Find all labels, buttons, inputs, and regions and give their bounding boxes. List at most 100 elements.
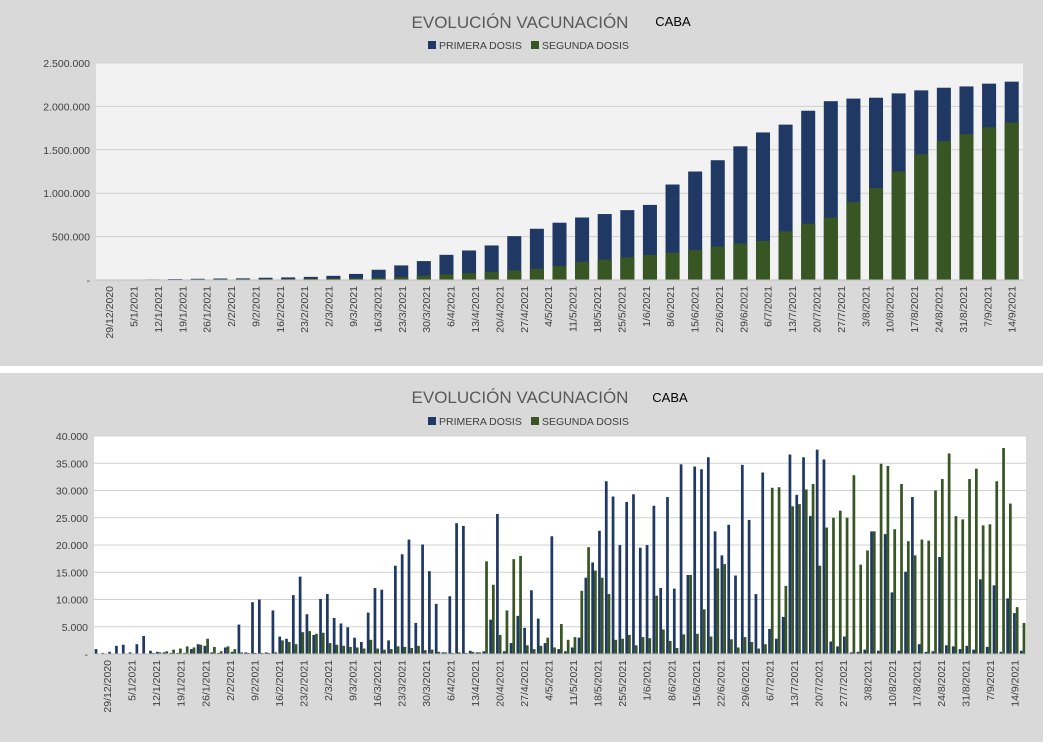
bar-segunda-dosis <box>355 647 359 654</box>
bar-primera-dosis <box>496 513 499 654</box>
chart-subtitle: CABA <box>652 390 688 405</box>
bar-primera-dosis <box>659 588 663 654</box>
bar-segunda-dosis <box>934 490 937 654</box>
bar-segunda-dosis <box>823 217 838 280</box>
bar-primera-dosis <box>897 650 901 654</box>
bar-primera-dosis <box>507 236 522 280</box>
bar-primera-dosis <box>550 536 554 654</box>
bar-segunda-dosis <box>750 642 754 654</box>
bar-segunda-dosis <box>253 652 257 654</box>
bar-primera-dosis <box>439 254 454 280</box>
x-tick-label: 9/3/2021 <box>347 660 359 701</box>
bar-primera-dosis <box>257 599 261 654</box>
x-tick-label: 31/8/2021 <box>961 660 973 707</box>
bar-primera-dosis <box>972 649 975 654</box>
bar-segunda-dosis <box>716 568 720 654</box>
x-tick-label: 23/2/2021 <box>298 660 310 707</box>
bar-primera-dosis <box>189 649 193 654</box>
bar-primera-dosis <box>183 652 186 654</box>
bar-segunda-dosis <box>940 479 944 654</box>
bar-primera-dosis <box>353 637 356 654</box>
bar-segunda-dosis <box>575 261 590 280</box>
bar-segunda-dosis <box>832 517 835 654</box>
bar-segunda-dosis <box>1022 622 1026 654</box>
bar-segunda-dosis <box>274 652 277 654</box>
x-tick-label: 23/3/2021 <box>397 286 409 333</box>
bar-segunda-dosis <box>219 651 223 654</box>
bar-segunda-dosis <box>959 134 974 280</box>
bar-primera-dosis <box>380 589 384 654</box>
bar-primera-dosis <box>223 647 227 654</box>
bar-primera-dosis <box>217 652 220 654</box>
bar-segunda-dosis <box>573 637 577 654</box>
bar-segunda-dosis <box>396 646 400 654</box>
x-tick-label: 23/3/2021 <box>396 660 408 707</box>
x-tick-label: 12/1/2021 <box>151 660 163 707</box>
x-tick-label: 5/1/2021 <box>128 286 140 327</box>
bar-primera-dosis <box>883 534 887 654</box>
x-tick-label: 26/1/2021 <box>200 660 212 707</box>
bar-segunda-dosis <box>620 257 635 280</box>
x-tick-label: 18/5/2021 <box>593 660 605 707</box>
bar-primera-dosis <box>135 644 139 654</box>
bar-primera-dosis <box>312 634 316 654</box>
x-tick-label: 9/2/2021 <box>250 286 262 327</box>
x-tick-label: 2/2/2021 <box>226 286 238 327</box>
bar-segunda-dosis <box>784 585 788 654</box>
bar-primera-dosis <box>108 651 112 654</box>
bar-primera-dosis <box>611 496 615 654</box>
x-tick-label: 5/1/2021 <box>127 660 139 701</box>
bar-segunda-dosis <box>594 570 597 654</box>
bar-primera-dosis <box>326 275 341 280</box>
x-tick-label: 16/3/2021 <box>372 286 384 333</box>
x-tick-label: 25/5/2021 <box>617 660 629 707</box>
bar-segunda-dosis <box>321 632 325 654</box>
bar-segunda-dosis <box>462 273 477 280</box>
bar-segunda-dosis <box>519 555 522 654</box>
legend-swatch-segunda <box>531 417 539 425</box>
bar-primera-dosis <box>115 645 118 654</box>
bar-primera-dosis <box>169 652 173 654</box>
bar-segunda-dosis <box>444 652 448 654</box>
x-tick-label: 20/7/2021 <box>813 660 825 707</box>
bar-primera-dosis <box>303 276 318 280</box>
legend-label-segunda: SEGUNDA DOSIS <box>542 40 629 52</box>
bar-segunda-dosis <box>755 240 770 280</box>
bar-segunda-dosis <box>914 154 929 280</box>
x-tick-label: 29/6/2021 <box>738 286 750 333</box>
y-tick-label: 30.000 <box>56 486 88 498</box>
bar-segunda-dosis <box>634 645 638 654</box>
bar-primera-dosis <box>94 649 98 654</box>
bar-segunda-dosis <box>485 561 488 654</box>
bar-primera-dosis <box>951 646 955 654</box>
bar-segunda-dosis <box>879 463 883 654</box>
bar-segunda-dosis <box>607 594 611 654</box>
bar-segunda-dosis <box>226 646 230 654</box>
bar-primera-dosis <box>632 494 635 654</box>
bar-primera-dosis <box>564 651 567 654</box>
bar-primera-dosis <box>577 637 581 654</box>
x-tick-label: 24/8/2021 <box>936 660 948 707</box>
x-tick-label: 14/9/2021 <box>1010 660 1022 707</box>
bar-primera-dosis <box>400 554 404 654</box>
bar-segunda-dosis <box>308 631 312 654</box>
bar-segunda-dosis <box>600 577 604 654</box>
x-tick-label: 25/5/2021 <box>616 286 628 333</box>
bar-segunda-dosis <box>696 633 699 654</box>
bar-segunda-dosis <box>743 637 747 654</box>
bar-primera-dosis <box>570 647 574 654</box>
bar-segunda-dosis <box>369 639 373 654</box>
x-tick-label: 22/6/2021 <box>715 660 727 707</box>
bar-primera-dosis <box>843 636 846 654</box>
bar-primera-dosis <box>788 454 792 654</box>
bar-primera-dosis <box>557 649 560 654</box>
bar-segunda-dosis <box>525 645 529 654</box>
bar-segunda-dosis <box>267 652 271 654</box>
bar-segunda-dosis <box>791 506 795 654</box>
bar-primera-dosis <box>359 642 363 654</box>
bar-primera-dosis <box>414 622 418 654</box>
x-tick-label: 17/8/2021 <box>909 286 921 333</box>
bar-segunda-dosis <box>1004 122 1019 280</box>
x-tick-label: 30/3/2021 <box>421 660 433 707</box>
bar-primera-dosis <box>720 555 724 654</box>
